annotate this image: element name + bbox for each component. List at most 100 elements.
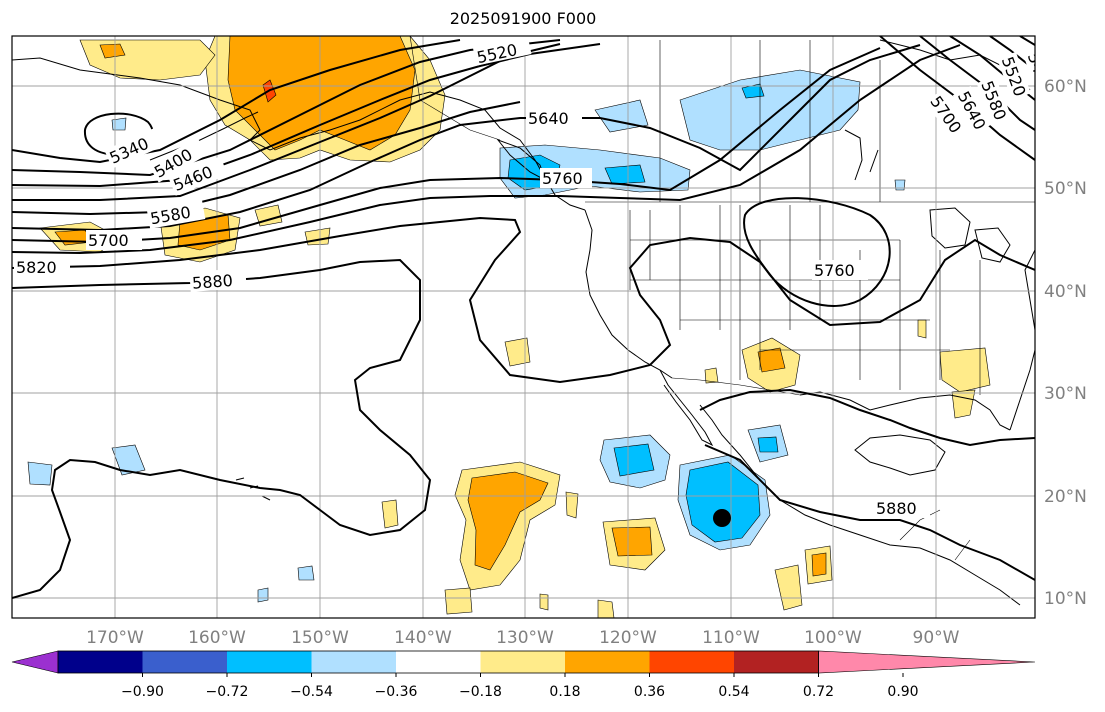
lat-label-40n: 40°N (1044, 282, 1087, 302)
aleutian-chain (149, 111, 259, 161)
pacific-negative-light-3 (297, 565, 315, 581)
east-coast (1024, 249, 1035, 331)
latitude-labels: 60°N 50°N 40°N 30°N 20°N 10°N (1044, 77, 1087, 609)
colorbar-tick-label: −0.72 (206, 684, 249, 700)
pacific-positive-orange-4 (611, 526, 653, 557)
gulf-positive-light-1 (939, 347, 991, 393)
lat-label-30n: 30°N (1044, 384, 1087, 404)
colorbar-tick-label: 0.72 (803, 684, 834, 700)
colorbar-tick-label: −0.18 (459, 684, 502, 700)
contour-label-5760-center: 5760 (814, 261, 855, 280)
colorbar-tick-label: 0.18 (549, 684, 580, 700)
canada-negative-light (679, 69, 861, 151)
great-lakes-positive-light (917, 319, 927, 339)
mexico-negative-medium-3 (757, 436, 779, 453)
yucatan (854, 434, 946, 476)
central-america-borders (899, 509, 971, 561)
northwest-positive-orange (99, 43, 126, 59)
pacific-negative-light-4 (257, 587, 269, 603)
colorbar-tick-labels: −0.90 −0.72 −0.54 −0.36 −0.18 0.18 0.36 0.54 0.7… (121, 673, 919, 700)
lat-label-60n: 60°N (1044, 77, 1087, 97)
contour-label-5700: 5700 (88, 231, 129, 250)
baja-peninsula (659, 369, 714, 447)
contour-5700 (12, 47, 881, 244)
contour-label-5820: 5820 (16, 258, 57, 277)
colorbar-segment (396, 651, 481, 673)
great-lakes-negative-light (894, 179, 906, 191)
contour-5880-east (699, 388, 1035, 447)
colorbar-extend-min (11, 650, 59, 674)
colorbar-tick-label: −0.54 (290, 684, 333, 700)
contour-5520 (12, 43, 561, 201)
lon-label-160w: 160°W (188, 628, 246, 648)
colorbar-segment (734, 651, 819, 673)
lat-label-20n: 20°N (1044, 487, 1087, 507)
colorbar-segment (311, 651, 397, 673)
contour-5880-south (704, 444, 1035, 581)
contour-label-5640: 5640 (528, 109, 569, 128)
pacific-positive-light-5 (504, 337, 531, 367)
gulf-coast (799, 391, 1011, 431)
contour-5640 (12, 44, 921, 232)
longitude-labels: 170°W 160°W 150°W 140°W 130°W 120°W 110°… (86, 628, 960, 648)
mexico-positive-orange (757, 347, 786, 373)
lake-outlines (929, 207, 1011, 263)
colorbar-segment (480, 651, 566, 673)
pacific-positive-orange-3 (467, 471, 549, 571)
colorbar-segment (565, 651, 650, 673)
mexico-negative-medium-2 (685, 461, 761, 543)
pnw-negative-medium-2 (604, 164, 646, 185)
canada-negative-medium (741, 83, 765, 99)
political-borders (409, 36, 1035, 561)
lon-label-170w: 170°W (86, 628, 144, 648)
state-lines-horizontal (630, 239, 950, 351)
contour-5340 (12, 39, 461, 164)
pacific-negative-light-2 (111, 444, 146, 476)
colorbar-segment (142, 651, 228, 673)
pacific-negative-light-1 (27, 461, 53, 486)
contour-label-5880-east: 5880 (876, 499, 917, 518)
contour-label-5880: 5880 (192, 271, 234, 293)
contour-east-trough-5 (1019, 36, 1035, 46)
map-title: 2025091900 F000 (449, 9, 597, 28)
alaska-coast (12, 57, 586, 211)
colorbar-tick-label: −0.90 (121, 684, 164, 700)
lon-label-120w: 120°W (599, 628, 657, 648)
map-frame (11, 35, 1036, 619)
contour-label-5760-north: 5760 (542, 169, 583, 188)
contour-5460 (12, 43, 601, 188)
central-america-positive-orange (811, 552, 827, 577)
negative-anomaly-regions (27, 69, 906, 603)
colorbar-segment (649, 651, 735, 673)
lat-label-50n: 50°N (1044, 179, 1087, 199)
mexico-negative-medium-1 (613, 443, 655, 477)
florida (1009, 349, 1035, 431)
lon-label-100w: 100°W (804, 628, 862, 648)
alaska-positive-orange (227, 36, 416, 151)
mexico-pacific-coast (699, 404, 1021, 606)
contour-5880 (12, 258, 432, 599)
lon-label-110w: 110°W (702, 628, 760, 648)
lon-label-130w: 130°W (496, 628, 554, 648)
central-america-positive-light-1 (774, 564, 803, 611)
colorbar-tick-label: 0.90 (887, 684, 918, 700)
contour-5400 (12, 39, 561, 177)
alaska-canada-border (409, 36, 501, 141)
height-contours (12, 36, 1035, 599)
contour-5760-ring (743, 197, 891, 307)
contour-5760 (12, 44, 961, 255)
colorbar-segment (58, 651, 143, 673)
storm-center-marker (713, 509, 731, 527)
pacific-positive-light-7 (381, 499, 399, 529)
pacific-positive-light-8 (565, 491, 579, 519)
hudson-bay-area (844, 129, 879, 181)
contour-5820 (12, 216, 1035, 384)
canada-province-lines (659, 40, 881, 202)
positive-anomaly-regions (39, 36, 991, 618)
us-mexico-border (671, 377, 801, 396)
pacific-positive-light-11 (539, 593, 549, 611)
colorbar-tick-label: 0.36 (634, 684, 665, 700)
contour-5580 (12, 101, 521, 216)
colorbar-outline (57, 650, 819, 674)
